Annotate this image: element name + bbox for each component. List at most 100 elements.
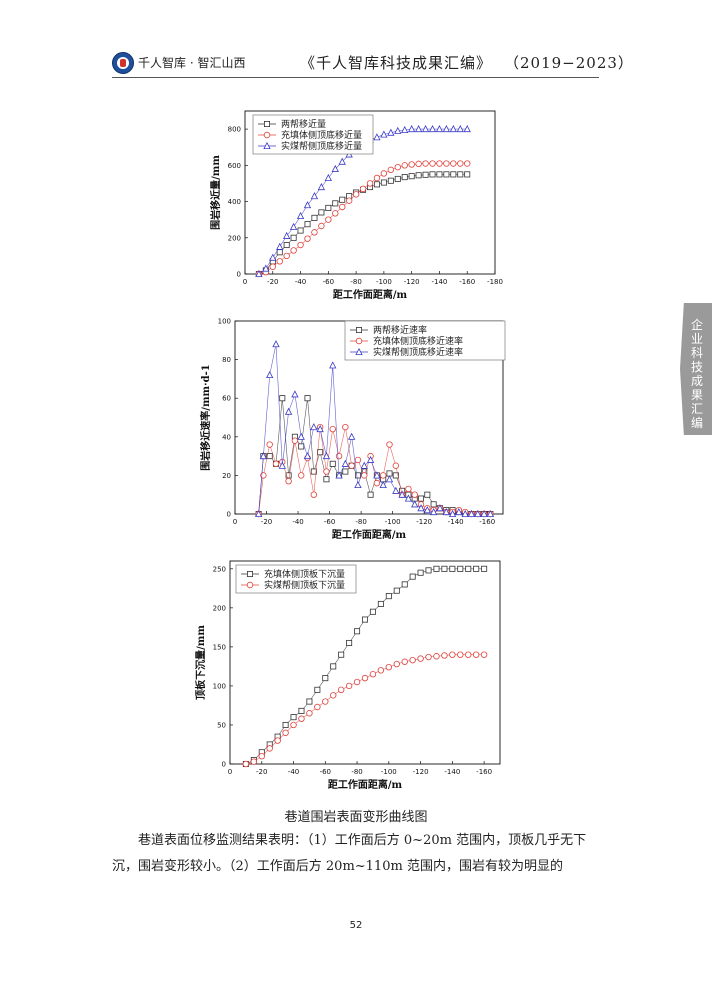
data-point [435, 125, 444, 133]
header-divider [112, 77, 599, 78]
x-tick-label: -100 [381, 768, 397, 776]
data-point [337, 686, 345, 694]
data-point [338, 157, 346, 165]
data-point [310, 423, 318, 431]
data-point [303, 201, 312, 209]
book-title: 《千人智库科技成果汇编》 [300, 54, 493, 72]
data-point [282, 729, 289, 736]
data-point [360, 461, 368, 469]
data-point [330, 663, 337, 670]
book-years: （2019−2023） [504, 54, 634, 72]
data-point [366, 455, 375, 463]
data-point [387, 128, 395, 136]
x-tick-label: -60 [320, 768, 331, 776]
data-point [331, 164, 339, 172]
data-point [411, 500, 419, 508]
data-point [325, 216, 332, 223]
data-point [335, 471, 343, 479]
y-tick-label: 800 [228, 126, 241, 134]
data-point [441, 565, 448, 572]
data-point [324, 173, 332, 182]
legend-label: 实煤帮侧顶底移近速率 [373, 346, 463, 358]
data-point [380, 130, 388, 138]
series-line [245, 568, 485, 765]
x-axis-title: 距工作面距离/m [333, 288, 408, 301]
data-point [394, 126, 402, 134]
x-tick-label: -160 [459, 278, 475, 286]
data-point [465, 651, 472, 658]
legend-marker [247, 570, 254, 577]
data-point [348, 432, 356, 440]
data-point [398, 490, 406, 498]
y-tick-label: 20 [222, 472, 231, 480]
data-point [455, 507, 463, 516]
x-tick-label: -120 [413, 768, 429, 776]
data-point [464, 160, 471, 167]
data-point [354, 472, 361, 479]
data-point [393, 587, 400, 594]
data-point [456, 125, 464, 133]
data-point [332, 200, 339, 207]
data-point [379, 472, 387, 479]
legend-label: 实煤帮侧顶底移近量 [281, 140, 362, 152]
data-point [418, 495, 425, 502]
data-point [345, 682, 353, 690]
y-tick-label: 200 [213, 604, 226, 612]
data-point [404, 494, 413, 502]
data-point [274, 737, 281, 744]
chart-rate: 0 -20 -40 -60 -80 -100 -120 -140 -160 0 20 40 60 80 10… [199, 318, 506, 541]
data-point [276, 242, 284, 250]
data-point [339, 203, 346, 211]
x-tick-label: -180 [487, 278, 503, 286]
data-point [481, 565, 488, 572]
data-point [306, 710, 313, 717]
data-point [352, 191, 360, 198]
data-point [480, 651, 488, 658]
x-tick-label: 0 [233, 518, 237, 526]
data-point [323, 468, 330, 475]
data-point [443, 160, 450, 167]
series-line [258, 163, 468, 275]
data-point [392, 462, 399, 469]
data-point [325, 204, 332, 211]
data-point [322, 675, 329, 682]
data-point [366, 180, 374, 187]
legend-box [344, 320, 506, 361]
data-point [401, 658, 408, 665]
chart-displacement: 0 -20 -40 -60 -80 -100 -120 -140 -160 -180 0 200 400… [209, 110, 503, 301]
data-point [318, 222, 325, 230]
data-point [297, 241, 304, 249]
data-point [409, 656, 416, 664]
data-point [392, 486, 400, 494]
data-point [316, 425, 324, 433]
series-3 [254, 340, 495, 518]
data-point [266, 745, 273, 752]
data-point [414, 125, 423, 133]
data-point [401, 174, 408, 181]
x-tick-label: -20 [261, 518, 272, 526]
data-point [354, 456, 362, 464]
data-point [449, 651, 456, 658]
legend-label: 两帮移近速率 [373, 324, 427, 336]
data-point [443, 171, 450, 178]
data-point [348, 462, 355, 469]
data-point [408, 173, 415, 180]
data-point [298, 707, 305, 714]
x-axis-title: 距工作面距离/m [328, 778, 403, 791]
data-point [392, 472, 399, 479]
data-point [322, 452, 331, 460]
data-point [272, 340, 280, 348]
data-point [467, 509, 476, 518]
data-point [442, 507, 450, 516]
series-2 [255, 423, 494, 518]
data-point [318, 209, 325, 216]
y-tick-label: 60 [222, 395, 231, 403]
data-point [449, 125, 457, 133]
data-point [345, 197, 353, 204]
data-point [290, 234, 297, 241]
data-point [377, 667, 385, 674]
y-tick-label: 150 [213, 643, 226, 651]
data-point [464, 171, 471, 178]
x-tick-label: 0 [228, 768, 232, 776]
x-tick-label: -100 [385, 518, 401, 526]
